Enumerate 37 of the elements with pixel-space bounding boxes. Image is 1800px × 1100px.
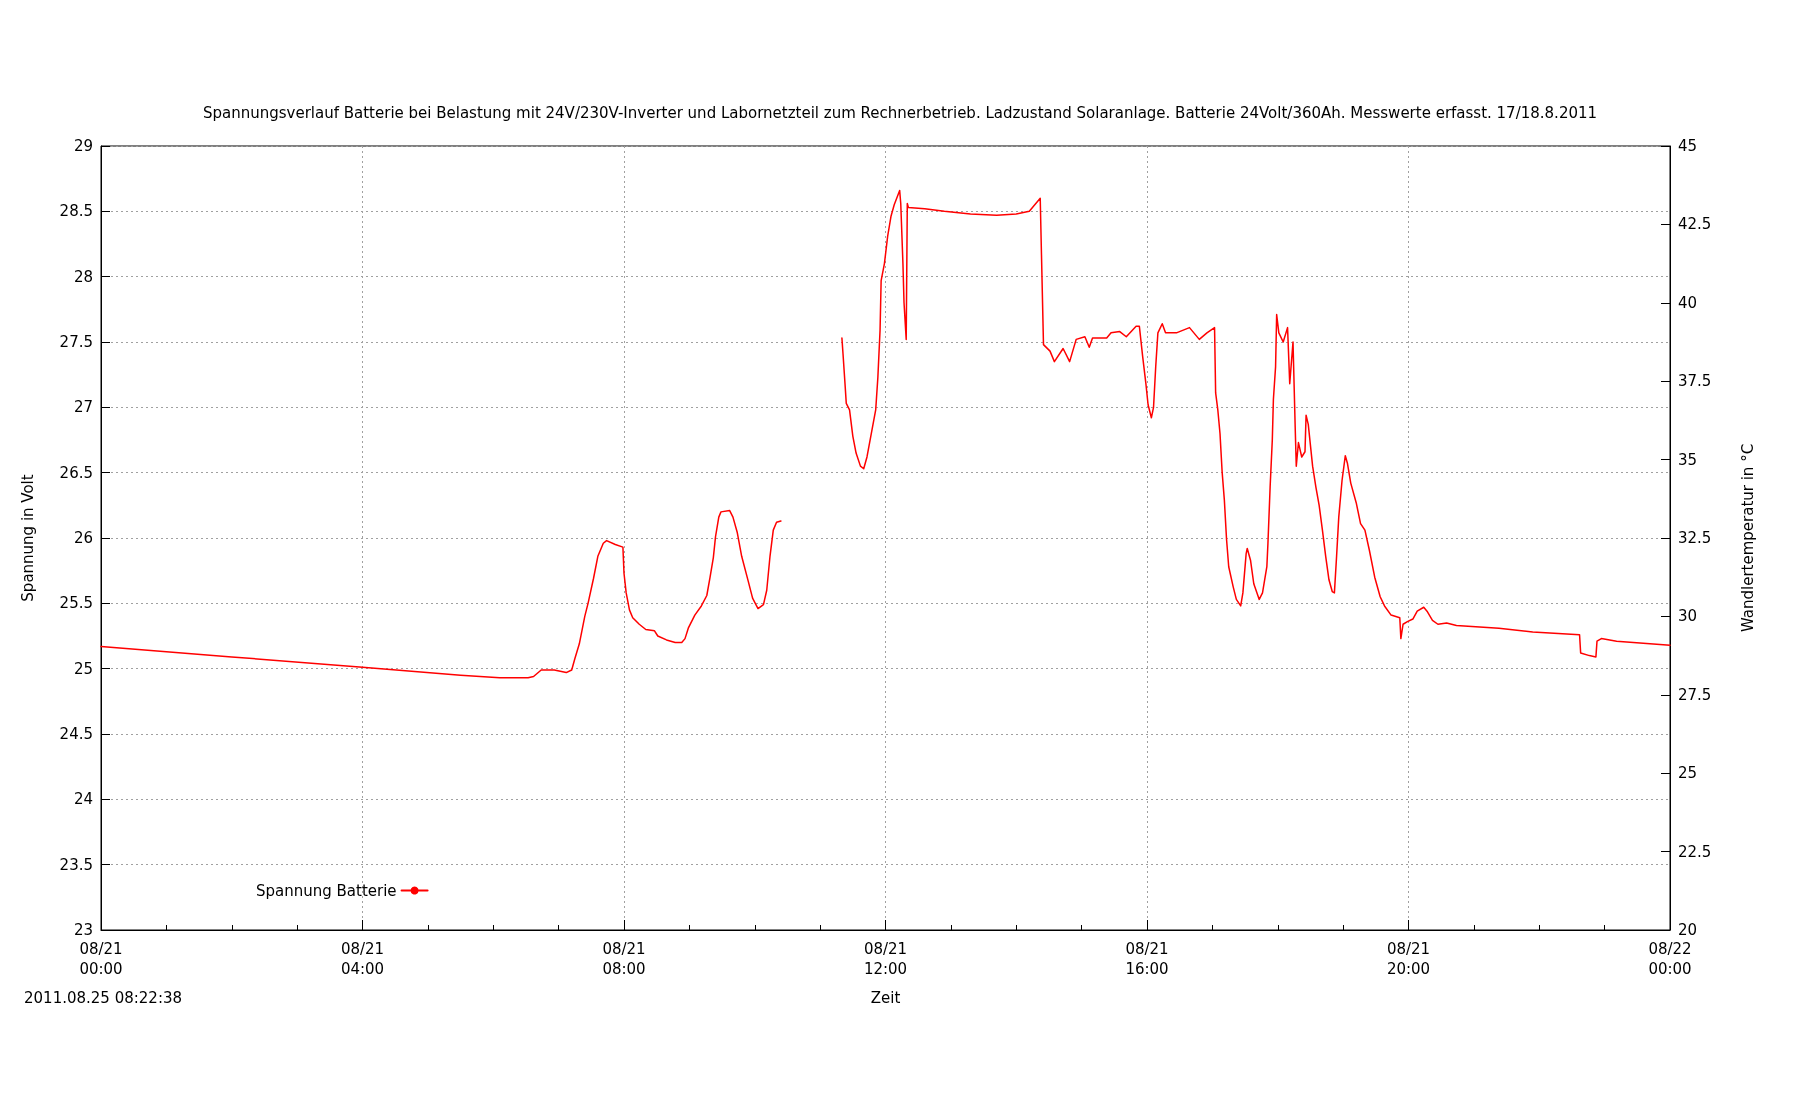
y-tick-label: 24 <box>73 790 93 809</box>
y-tick-label: 26 <box>73 529 93 547</box>
y2-tick-label: 35 <box>1678 450 1698 469</box>
y2-tick-label: 22.5 <box>1678 842 1712 861</box>
y-tick-label: 26.5 <box>59 463 93 482</box>
y-tick-label: 29 <box>73 137 93 155</box>
x-tick-label: 08/21 20:00 <box>1386 940 1431 978</box>
text: 2011.08.25 08:22:38 <box>24 988 183 1007</box>
y-tick-label: 28.5 <box>59 202 93 221</box>
y-tick-label: 27.5 <box>59 333 93 351</box>
y-tick-label: 23.5 <box>59 855 93 874</box>
x-tick-label: 08/21 04:00 <box>340 940 385 978</box>
y2-axis-title: Wandlertemperatur in °C <box>1738 443 1757 633</box>
y-tick-label: 25.5 <box>59 594 93 613</box>
y-axis-title: Spannung in Volt <box>18 474 37 602</box>
chart-title: Spannungsverlauf Batterie bei Belastung mit 24V/230V-Inverter und Labornetzteil zum Rechnerbetrieb. Ladzustand Solaranlage. Batterie 24Volt/360Ah. Messwerte erfasst. 17/18.8.2011 <box>202 103 1598 122</box>
y2-tick-label: 45 <box>1678 137 1698 155</box>
x-tick-label: 08/21 00:00 <box>79 940 123 978</box>
x-tick-label: 08/21 16:00 <box>1125 940 1169 978</box>
y-tick-label: 25 <box>73 659 93 678</box>
y2-tick-label: 40 <box>1678 293 1698 312</box>
y2-tick-label: 32.5 <box>1678 529 1712 547</box>
y-tick-label: 27 <box>73 398 93 417</box>
y2-tick-label: 27.5 <box>1678 685 1712 704</box>
y2-tick-label: 37.5 <box>1678 372 1712 391</box>
x-tick-label: 08/22 00:00 <box>1648 940 1692 978</box>
x-axis-title: Zeit <box>870 988 901 1007</box>
x-tick-label: 08/21 12:00 <box>863 940 908 978</box>
y-tick-label: 23 <box>73 921 93 939</box>
y2-tick-label: 25 <box>1678 764 1698 783</box>
y2-tick-label: 42.5 <box>1678 215 1712 234</box>
y-tick-label: 28 <box>73 267 93 286</box>
legend-label: Spannung Batterie <box>255 881 397 900</box>
y2-tick-label: 20 <box>1678 921 1698 939</box>
y-tick-label: 24.5 <box>59 725 93 743</box>
y2-tick-label: 30 <box>1678 607 1698 626</box>
x-tick-label: 08/21 08:00 <box>602 940 646 978</box>
